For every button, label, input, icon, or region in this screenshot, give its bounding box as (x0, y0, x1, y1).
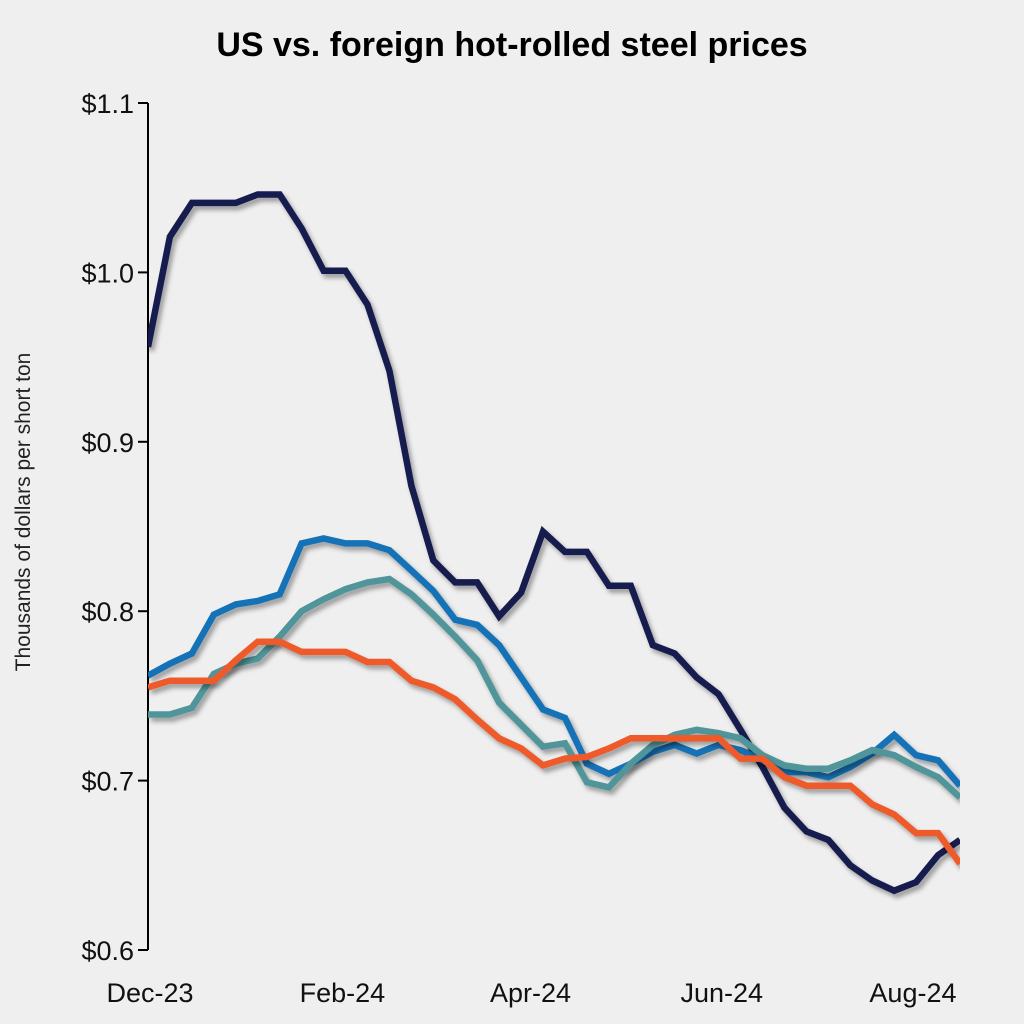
y-tick-label: $0.8 (81, 597, 134, 627)
y-tick-label: $0.7 (81, 767, 134, 797)
x-tick-label: Apr-24 (490, 978, 571, 1008)
x-tick-label: Feb-24 (300, 978, 386, 1008)
series-line-1 (148, 191, 960, 895)
y-tick-label: $1.1 (81, 89, 134, 119)
series-line-3 (148, 575, 960, 800)
series-lines (148, 191, 960, 895)
chart-title: US vs. foreign hot-rolled steel prices (216, 26, 807, 64)
x-tick-label: Aug-24 (869, 978, 956, 1008)
x-tick-label: Dec-23 (106, 978, 193, 1008)
x-tick-label: Jun-24 (680, 978, 763, 1008)
x-axis: Dec-23 Feb-24 Apr-24 Jun-24 Aug-24 (106, 978, 956, 1008)
series-line-2 (148, 535, 960, 788)
y-axis-label: Thousands of dollars per short ton (12, 353, 35, 672)
y-axis: $0.6 $0.7 $0.8 $0.9 $1.0 $1.1 (81, 89, 149, 966)
y-tick-label: $1.0 (81, 258, 134, 288)
y-tick-label: $0.9 (81, 428, 134, 458)
series-line-4 (148, 638, 960, 866)
y-tick-label: $0.6 (81, 936, 134, 966)
